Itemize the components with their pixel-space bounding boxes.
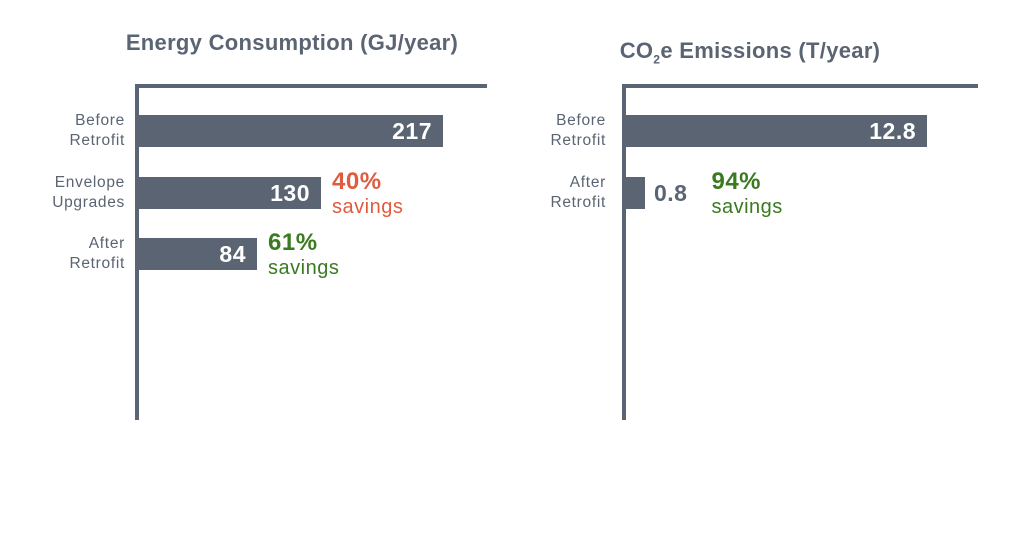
bar-area: 0.8 94% savings — [626, 168, 783, 218]
bar-area: 130 40% savings — [139, 168, 403, 218]
y-axis-line — [622, 84, 626, 420]
y-axis-line — [135, 84, 139, 420]
bar-row-before-retrofit: Before Retrofit 12.8 — [481, 112, 927, 149]
category-label: After Retrofit — [550, 174, 606, 211]
bar-value-label: 130 — [270, 179, 310, 206]
chart-title-co2e: CO2e Emissions (T/year) — [605, 39, 895, 71]
category-label: Before Retrofit — [550, 112, 606, 149]
bar-area: 12.8 — [626, 115, 927, 147]
title-text: Energy Consumption (GJ/year) — [125, 30, 459, 55]
bar-before-retrofit: 217 — [139, 115, 443, 147]
bar-value-label: 0.8 — [654, 179, 688, 206]
bar-value-label: 217 — [392, 117, 432, 144]
savings-percent: 40% — [332, 168, 382, 195]
bar-area: 84 61% savings — [139, 229, 339, 279]
title-text-suffix: e Emissions (T/year) — [660, 38, 881, 63]
category-label: After Retrofit — [69, 235, 125, 272]
chart-title-energy: Energy Consumption (GJ/year) — [117, 31, 467, 63]
top-axis-line — [135, 84, 487, 88]
bar-row-after-retrofit: After Retrofit 0.8 94% savings — [481, 170, 783, 218]
bar-value-label: 84 — [219, 240, 246, 267]
savings-percent: 94% — [711, 168, 762, 195]
savings-note: savings — [332, 196, 404, 218]
bar-envelope-upgrades: 130 — [139, 177, 321, 209]
bar-after-retrofit: 84 — [139, 238, 257, 270]
bar-row-before-retrofit: Before Retrofit 217 — [0, 112, 443, 149]
bar-value-label: 12.8 — [869, 117, 916, 144]
title-text: CO — [619, 38, 654, 63]
savings-note: savings — [268, 257, 340, 279]
bar-after-retrofit — [626, 177, 645, 209]
savings-percent: 61% — [268, 229, 318, 256]
title-subscript: 2 — [653, 52, 661, 67]
savings-annotation: 40% savings — [332, 170, 403, 218]
top-axis-line — [622, 84, 978, 88]
bar-row-envelope-upgrades: Envelope Upgrades 130 40% savings — [0, 170, 403, 218]
savings-annotation: 61% savings — [268, 231, 339, 279]
savings-annotation: 94% savings — [711, 170, 782, 218]
bar-before-retrofit: 12.8 — [626, 115, 927, 147]
savings-note: savings — [711, 196, 783, 218]
category-label: Envelope Upgrades — [52, 174, 125, 211]
bar-area: 217 — [139, 115, 443, 147]
bar-row-after-retrofit: After Retrofit 84 61% savings — [0, 231, 339, 279]
category-label: Before Retrofit — [69, 112, 125, 149]
